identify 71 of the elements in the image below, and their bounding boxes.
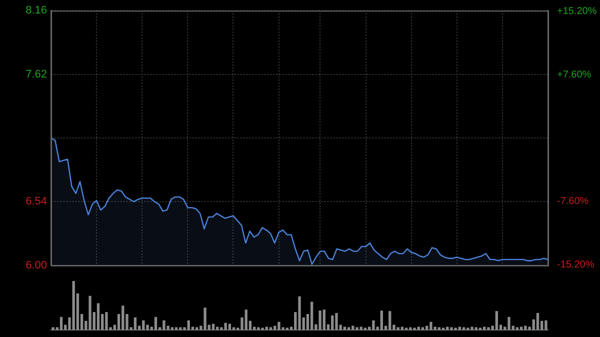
bar	[438, 327, 440, 330]
bar	[520, 326, 523, 330]
bar	[322, 310, 326, 330]
bar	[458, 326, 462, 330]
bar	[487, 327, 490, 330]
bar	[162, 320, 166, 330]
bar	[470, 326, 474, 330]
bar	[232, 327, 236, 330]
bar	[105, 312, 108, 330]
bar	[508, 316, 510, 330]
bar	[360, 326, 362, 330]
bar	[298, 296, 301, 330]
bar	[483, 326, 486, 330]
y-tick-label: 6.54	[26, 196, 47, 208]
bar	[474, 327, 478, 330]
bar	[430, 322, 432, 330]
bar	[52, 327, 54, 330]
bar	[257, 327, 260, 330]
bar	[396, 327, 400, 330]
bar	[516, 327, 519, 330]
bar	[310, 302, 314, 330]
bar	[372, 320, 375, 330]
bar	[146, 324, 149, 330]
bar	[96, 303, 100, 330]
y-tick-label: 6.00	[26, 259, 47, 272]
y-tick-label: 8.16	[26, 4, 47, 17]
bar	[347, 327, 350, 330]
bar	[228, 324, 232, 330]
bar	[536, 313, 540, 330]
bar	[179, 327, 182, 330]
bar	[544, 320, 548, 330]
bar	[212, 324, 215, 330]
bar	[224, 322, 227, 330]
bar	[195, 327, 198, 330]
y2-tick-label: -15.20%	[557, 260, 594, 271]
bar	[244, 310, 248, 330]
y2-tick-label: +7.60%	[557, 69, 592, 80]
bar	[278, 322, 280, 330]
bar	[335, 313, 338, 330]
bar	[154, 316, 158, 330]
bar	[220, 327, 223, 330]
bar	[174, 327, 178, 330]
bar	[356, 327, 358, 330]
bar	[331, 315, 334, 330]
bar	[495, 311, 498, 330]
bar	[417, 326, 420, 330]
bar	[88, 296, 92, 330]
bar	[204, 308, 206, 330]
bar	[400, 326, 404, 330]
bar	[187, 320, 190, 330]
bar	[72, 281, 75, 330]
bar	[170, 327, 174, 330]
bar	[388, 311, 392, 330]
bar	[450, 327, 453, 330]
bar	[446, 326, 449, 330]
bar	[216, 326, 219, 330]
bar	[409, 327, 412, 330]
y2-tick-label: -7.60%	[557, 196, 589, 208]
bar	[380, 310, 383, 330]
bar	[60, 316, 63, 330]
bar	[318, 310, 322, 330]
bar	[122, 306, 124, 330]
bar	[142, 320, 145, 330]
bar	[134, 317, 137, 330]
bar	[421, 327, 424, 330]
bar	[265, 326, 268, 330]
y2-tick-label: +15.20%	[557, 6, 597, 17]
bar	[343, 326, 346, 330]
bar	[269, 327, 272, 330]
y-tick-label: 7.62	[26, 68, 47, 80]
bar	[462, 327, 466, 330]
